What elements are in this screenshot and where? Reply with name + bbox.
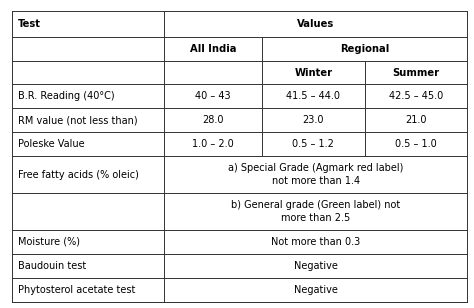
Text: Values: Values (297, 19, 334, 29)
Text: b) General grade (Green label) not
more than 2.5: b) General grade (Green label) not more … (231, 200, 400, 223)
Text: 42.5 – 45.0: 42.5 – 45.0 (389, 91, 443, 101)
Text: Summer: Summer (392, 67, 439, 78)
Text: Test: Test (18, 19, 41, 29)
Text: 28.0: 28.0 (202, 115, 224, 125)
Text: Phytosterol acetate test: Phytosterol acetate test (18, 285, 135, 295)
Text: Negative: Negative (294, 285, 337, 295)
Text: 21.0: 21.0 (405, 115, 427, 125)
Text: 41.5 – 44.0: 41.5 – 44.0 (286, 91, 340, 101)
Text: 1.0 – 2.0: 1.0 – 2.0 (192, 139, 234, 149)
Text: Regional: Regional (340, 44, 389, 54)
Text: 23.0: 23.0 (302, 115, 324, 125)
Text: 40 – 43: 40 – 43 (195, 91, 231, 101)
Text: RM value (not less than): RM value (not less than) (18, 115, 137, 125)
Text: Free fatty acids (% oleic): Free fatty acids (% oleic) (18, 170, 138, 180)
Text: Moisture (%): Moisture (%) (18, 237, 80, 247)
Text: 0.5 – 1.2: 0.5 – 1.2 (292, 139, 334, 149)
Text: Not more than 0.3: Not more than 0.3 (271, 237, 360, 247)
Text: All India: All India (190, 44, 237, 54)
Text: 0.5 – 1.0: 0.5 – 1.0 (395, 139, 437, 149)
Text: Baudouin test: Baudouin test (18, 261, 86, 271)
Text: Poleske Value: Poleske Value (18, 139, 84, 149)
Text: a) Special Grade (Agmark red label)
not more than 1.4: a) Special Grade (Agmark red label) not … (228, 163, 403, 186)
Text: Winter: Winter (294, 67, 332, 78)
Text: B.R. Reading (40°C): B.R. Reading (40°C) (18, 91, 114, 101)
Text: Negative: Negative (294, 261, 337, 271)
